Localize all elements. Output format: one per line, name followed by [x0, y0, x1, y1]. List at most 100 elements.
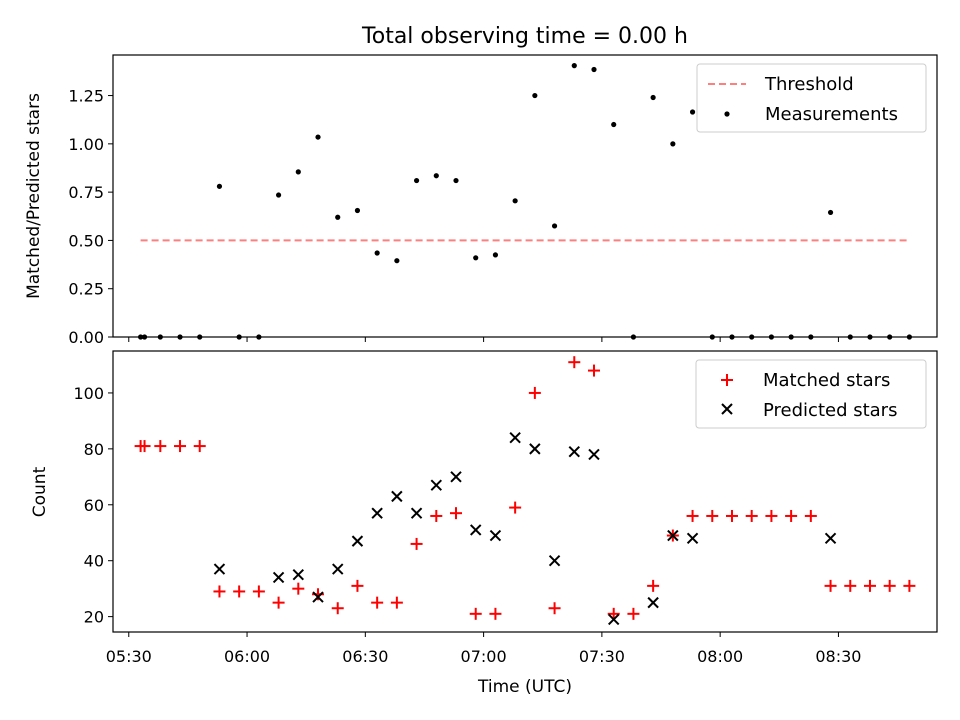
- matched-star-marker: [607, 607, 620, 620]
- matched-star-marker: [528, 386, 541, 399]
- bottom-x-tick-label: 07:30: [579, 647, 625, 666]
- matched-star-marker: [469, 607, 482, 620]
- predicted-star-marker: [450, 471, 462, 483]
- matched-star-marker: [568, 356, 581, 369]
- top-axis-ticks: 0.00 0.25 0.50 0.75 1.00 1.25: [68, 87, 839, 347]
- bottom-x-tick-label: 06:30: [342, 647, 388, 666]
- matched-star-marker: [430, 509, 443, 522]
- predicted-star-marker: [647, 596, 659, 609]
- matched-star-marker: [174, 440, 187, 453]
- bottom-panel: 20 40 60 80 100 05:30 06:00 06:30 07:00 07:30 08:0…: [30, 350, 938, 697]
- predicted-star-marker: [371, 507, 383, 519]
- legend-measurements-label: Measurements: [765, 104, 898, 125]
- matched-star-marker: [154, 440, 167, 453]
- predicted-star-marker: [588, 448, 600, 461]
- predicted-star-marker: [391, 490, 403, 503]
- matched-star-marker: [844, 579, 857, 592]
- top-y-tick-label: 1.00: [68, 135, 104, 154]
- matched-star-marker: [450, 507, 463, 520]
- predicted-star-marker: [213, 563, 226, 575]
- matched-star-marker: [193, 440, 206, 453]
- bottom-x-axis-label: Time (UTC): [477, 677, 572, 697]
- top-chart-title: Total observing time = 0.00 h: [361, 24, 688, 49]
- matched-star-marker: [706, 509, 719, 522]
- matched-star-marker: [903, 579, 916, 592]
- measurement-point: [216, 183, 223, 189]
- matched-star-marker: [351, 579, 364, 592]
- measurement-point: [551, 223, 558, 229]
- top-y-tick-label: 1.25: [68, 87, 104, 106]
- predicted-star-marker: [509, 431, 521, 444]
- legend-matched-label: Matched stars: [763, 370, 890, 391]
- matched-star-marker: [213, 585, 226, 598]
- measurement-point: [413, 177, 420, 184]
- legend-predicted-swatch: [721, 403, 733, 415]
- matched-star-marker: [765, 509, 778, 522]
- matched-star-marker: [883, 579, 896, 592]
- predicted-star-marker: [608, 613, 620, 626]
- bottom-y-tick-label: 40: [84, 552, 104, 571]
- measurement-point: [315, 134, 321, 140]
- matched-star-marker: [745, 509, 758, 522]
- top-legend: Threshold Measurements: [696, 63, 927, 133]
- top-series-layer: [137, 63, 913, 340]
- predicted-star-marker: [410, 507, 423, 519]
- bottom-x-tick-label: 08:00: [697, 647, 743, 666]
- measurement-point: [354, 207, 361, 214]
- predicted-star-marker: [470, 524, 482, 536]
- matched-star-marker: [233, 585, 246, 598]
- bottom-x-tick-label: 06:00: [224, 647, 270, 666]
- measurement-point: [650, 94, 656, 101]
- bottom-series-layer: [134, 356, 916, 626]
- measurement-point: [611, 121, 617, 128]
- predicted-star-marker: [272, 571, 285, 584]
- bottom-plot-frame: [112, 350, 938, 633]
- predicted-star-marker: [351, 535, 364, 547]
- top-panel: 0.00 0.25 0.50 0.75 1.00 1.25 Matched/Predict…: [24, 54, 938, 347]
- matched-star-marker: [331, 602, 344, 615]
- measurement-point: [295, 169, 301, 175]
- measurement-point: [335, 214, 341, 220]
- legend-matched-swatch: [721, 374, 733, 386]
- predicted-star-marker: [529, 443, 541, 455]
- legend-measurements-swatch: [724, 111, 730, 117]
- matched-star-marker: [686, 509, 699, 522]
- matched-star-marker: [410, 537, 423, 550]
- measurement-point: [492, 252, 499, 258]
- legend-predicted-label: Predicted stars: [763, 400, 897, 421]
- bottom-y-tick-label: 80: [84, 440, 104, 459]
- measurement-point: [670, 141, 676, 147]
- matched-star-marker: [725, 509, 738, 522]
- bottom-legend-box: [695, 359, 927, 429]
- bottom-y-axis-label: Count: [30, 466, 50, 517]
- top-legend-box: [696, 63, 927, 133]
- predicted-star-marker: [548, 554, 561, 567]
- predicted-star-marker: [292, 568, 305, 581]
- predicted-star-marker: [430, 479, 442, 491]
- matched-star-marker: [138, 440, 151, 453]
- measurement-point: [275, 192, 282, 198]
- measurement-point: [374, 250, 380, 256]
- matched-star-marker: [824, 579, 837, 592]
- measurement-point: [394, 258, 400, 264]
- measurement-point: [512, 198, 518, 204]
- bottom-x-tick-label: 05:30: [106, 647, 152, 666]
- matched-star-marker: [785, 509, 798, 522]
- predicted-star-marker: [667, 529, 679, 542]
- matched-star-marker: [587, 364, 600, 377]
- matched-star-marker: [509, 501, 522, 514]
- top-y-tick-label: 0.75: [68, 183, 104, 202]
- predicted-star-marker: [568, 445, 580, 458]
- predicted-star-marker: [332, 563, 344, 575]
- bottom-axis-ticks: 20 40 60 80 100 05:30 06:00 06:30 07:00 07:30 08:0…: [73, 384, 861, 666]
- bottom-y-tick-label: 100: [73, 384, 104, 403]
- measurement-point: [453, 177, 459, 184]
- matched-star-marker: [863, 579, 876, 592]
- bottom-x-tick-label: 07:00: [461, 647, 507, 666]
- legend-threshold-label: Threshold: [764, 74, 854, 95]
- matched-star-marker: [548, 602, 561, 615]
- predicted-star-marker: [824, 532, 837, 545]
- top-y-tick-label: 0.25: [68, 280, 104, 299]
- matched-star-marker: [252, 585, 265, 598]
